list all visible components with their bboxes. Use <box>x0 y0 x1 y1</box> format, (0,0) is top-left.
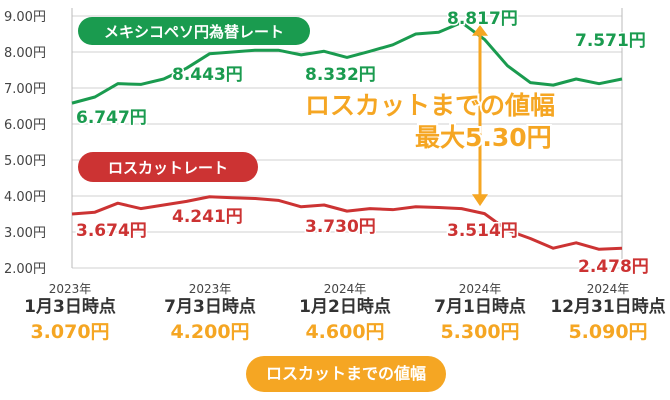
data-label-losscut: 3.730円 <box>305 217 376 237</box>
series-line-fx-rate <box>71 20 623 105</box>
date-year: 2024年 <box>323 282 367 296</box>
date-day: 7月3日時点 <box>164 297 256 317</box>
date-day: 7月1日時点 <box>434 297 526 317</box>
data-label-losscut: 3.674円 <box>76 221 147 241</box>
date-width: 3.070円 <box>30 321 110 343</box>
y-tick-label: 9.00円 <box>4 10 46 25</box>
date-year: 2023年 <box>48 282 92 296</box>
date-column-4: 2024年 7月1日時点 5.300円 <box>420 282 540 346</box>
date-column-1: 2023年 1月3日時点 3.070円 <box>10 282 130 346</box>
annotation-arrow-head-up <box>472 25 488 36</box>
legend-pill-losscut <box>78 152 258 182</box>
legend-label-losscut: ロスカットレート <box>108 159 228 177</box>
date-day: 1月2日時点 <box>299 297 391 317</box>
date-width: 5.300円 <box>440 321 520 343</box>
series-line-losscut <box>71 195 623 251</box>
data-label-losscut: 3.514円 <box>447 221 518 241</box>
data-label-fx-rate: 8.443円 <box>172 65 243 85</box>
y-tick-label: 8.00円 <box>4 46 46 61</box>
data-label-losscut: 4.241円 <box>172 207 243 227</box>
y-tick-label: 2.00円 <box>4 262 46 277</box>
data-label-losscut: 2.478円 <box>578 257 649 277</box>
date-day: 12月31日時点 <box>550 297 666 317</box>
date-day: 1月3日時点 <box>24 297 116 317</box>
date-width: 5.090円 <box>568 321 648 343</box>
annotation-arrow-head-down <box>472 194 488 207</box>
y-tick-label: 6.00円 <box>4 118 46 133</box>
date-year: 2024年 <box>458 282 502 296</box>
date-year: 2023年 <box>188 282 232 296</box>
date-year: 2024年 <box>586 282 630 296</box>
annotation-max: 最大5.30円 <box>415 123 552 152</box>
legend-label-fx-rate: メキシコペソ円為替レート <box>104 23 284 41</box>
line-chart: 2.00円 3.00円 4.00円 5.00円 6.00円 7.00円 8.00円 9.00円… <box>4 8 650 279</box>
date-width: 4.200円 <box>170 321 250 343</box>
y-tick-label: 5.00円 <box>4 154 46 169</box>
data-label-fx-rate: 7.571円 <box>575 31 646 51</box>
legend-pill-fx-rate <box>78 17 310 45</box>
date-column-2: 2023年 7月3日時点 4.200円 <box>150 282 270 346</box>
y-tick-label: 7.00円 <box>4 82 46 97</box>
y-tick-label: 3.00円 <box>4 226 46 241</box>
date-column-5: 2024年 12月31日時点 5.090円 <box>548 282 668 346</box>
losscut-width-badge: ロスカットまでの値幅 <box>246 356 446 392</box>
date-column-3: 2024年 1月2日時点 4.600円 <box>285 282 405 346</box>
data-label-fx-rate: 8.817円 <box>447 9 518 29</box>
annotation-title: ロスカットまでの値幅 <box>305 91 555 120</box>
data-label-fx-rate: 6.747円 <box>76 108 147 128</box>
y-tick-label: 4.00円 <box>4 190 46 205</box>
data-label-fx-rate: 8.332円 <box>305 65 376 85</box>
date-width: 4.600円 <box>305 321 385 343</box>
